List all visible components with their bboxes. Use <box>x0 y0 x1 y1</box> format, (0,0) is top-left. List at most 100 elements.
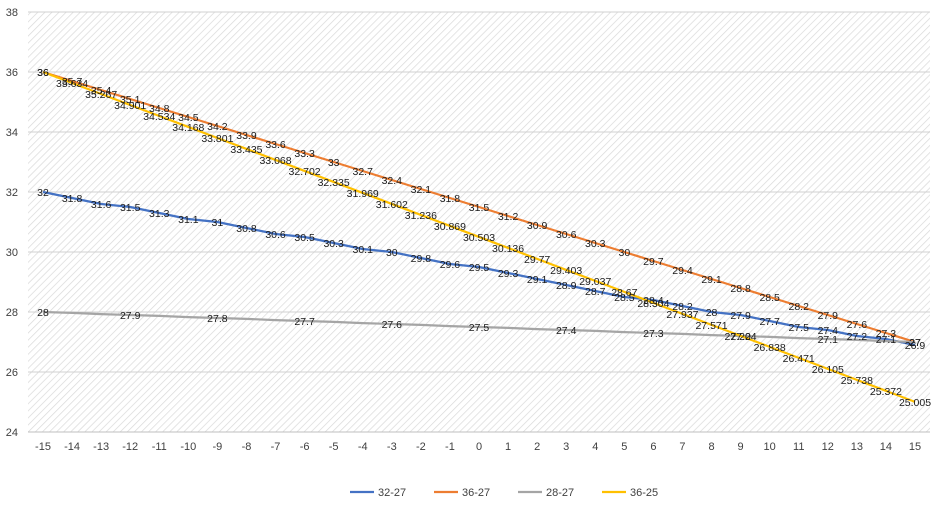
data-label: 28.9 <box>556 280 577 292</box>
x-tick-label: -3 <box>387 441 397 453</box>
x-tick-label: 15 <box>909 441 921 453</box>
data-label: 30 <box>386 247 398 259</box>
series-line-32-27 <box>42 190 916 347</box>
data-label: 35.4 <box>91 85 112 97</box>
data-label: 27.6 <box>847 319 868 331</box>
data-label: 35.267 <box>85 89 117 101</box>
data-label: 32.1 <box>411 184 432 196</box>
data-label: 30.3 <box>323 238 344 250</box>
data-label: 31.602 <box>376 199 408 211</box>
data-label: 32.335 <box>318 177 350 189</box>
data-label: 30 <box>618 247 630 259</box>
x-tick-label: 11 <box>793 441 804 453</box>
x-tick-label: -1 <box>445 441 455 453</box>
data-label: 35.634 <box>56 78 88 90</box>
data-label: 31.236 <box>405 210 437 222</box>
series-lines <box>42 70 916 403</box>
x-tick-label: 1 <box>505 441 511 453</box>
data-label: 29.1 <box>527 274 548 286</box>
data-label: 30.869 <box>434 221 466 233</box>
data-label: 29.6 <box>440 259 461 271</box>
data-label: 27.9 <box>818 310 839 322</box>
data-label: 34.5 <box>178 112 199 124</box>
x-tick-label: -12 <box>122 441 138 453</box>
series-line-28-27 <box>42 310 916 344</box>
data-label: 29.3 <box>498 268 519 280</box>
data-label: 26.471 <box>783 353 815 365</box>
plot-area-background <box>28 12 930 432</box>
data-label: 29.403 <box>550 265 582 277</box>
x-tick-label: 10 <box>764 441 776 453</box>
data-label: 29.1 <box>701 274 722 286</box>
data-label: 27.2 <box>730 331 751 343</box>
y-tick-label: 24 <box>6 427 18 439</box>
data-label: 27.937 <box>666 309 698 321</box>
data-label: 28.2 <box>789 301 810 313</box>
x-tick-label: -5 <box>329 441 339 453</box>
legend-label: 36-27 <box>462 487 490 499</box>
legend-label: 36-25 <box>630 487 658 499</box>
x-tick-label: -2 <box>416 441 426 453</box>
legend-label: 32-27 <box>378 487 406 499</box>
data-label: 31 <box>212 217 224 229</box>
data-label: 25.738 <box>841 375 873 387</box>
data-label: 31.5 <box>469 202 490 214</box>
data-label: 33.9 <box>236 130 257 142</box>
data-label: 29.8 <box>411 253 432 265</box>
x-axis: -15 -14 -13 -12 -11 -10 -9 -8 -7 -6 -5 -4 -3 -2 -1 0 1 2 3… <box>28 431 930 453</box>
x-tick-label: 0 <box>476 441 482 453</box>
data-label: 28.67 <box>611 287 637 299</box>
data-label: 29.77 <box>524 254 550 266</box>
data-label: 27.2 <box>847 331 868 343</box>
data-label: 33.435 <box>230 144 262 156</box>
data-label: 27.204 <box>725 331 757 343</box>
x-tick-label: 8 <box>708 441 714 453</box>
data-label: 27.6 <box>382 319 403 331</box>
series-line-36-25 <box>42 70 916 403</box>
data-label: 28.5 <box>614 292 635 304</box>
data-label: 31.969 <box>347 188 379 200</box>
data-label: 30.3 <box>585 238 606 250</box>
data-label: 29.5 <box>469 262 490 274</box>
y-tick-label: 28 <box>6 307 18 319</box>
data-label: 33.6 <box>265 139 286 151</box>
data-label: 32.7 <box>353 166 374 178</box>
data-label: 27.3 <box>643 328 664 340</box>
data-label: 30.6 <box>556 229 577 241</box>
data-label: 26.105 <box>812 364 844 376</box>
data-label: 27.5 <box>469 322 490 334</box>
x-tick-label: -14 <box>64 441 80 453</box>
data-label: 27.3 <box>876 328 897 340</box>
x-tick-label: 12 <box>822 441 834 453</box>
x-tick-label: -10 <box>180 441 196 453</box>
data-label: 30.5 <box>294 232 315 244</box>
data-label: 32.4 <box>382 175 403 187</box>
x-tick-label: 6 <box>650 441 656 453</box>
data-label: 25.005 <box>899 397 931 409</box>
data-label: 27.4 <box>556 325 577 337</box>
data-label: 28 <box>706 307 718 319</box>
data-label: 31.1 <box>178 214 199 226</box>
data-label: 30.9 <box>527 220 548 232</box>
x-tick-label: -11 <box>152 441 167 453</box>
x-tick-label: -8 <box>242 441 252 453</box>
data-label: 27.1 <box>876 334 897 346</box>
data-label: 31.2 <box>498 211 519 223</box>
data-label: 36 <box>37 67 49 79</box>
data-label: 31.5 <box>120 202 141 214</box>
data-label: 31.8 <box>62 193 83 205</box>
data-label: 25.372 <box>870 386 902 398</box>
data-label: 34.534 <box>143 111 175 123</box>
data-label: 34.2 <box>207 121 228 133</box>
data-label: 35.7 <box>62 76 83 88</box>
data-label: 30.136 <box>492 243 524 255</box>
y-tick-label: 30 <box>6 247 18 259</box>
data-label: 29.4 <box>672 265 693 277</box>
data-label: 26.9 <box>905 340 926 352</box>
data-label: 31.3 <box>149 208 170 220</box>
data-labels: 32 31.8 31.6 31.5 31.3 31.1 31 30.8 30.6 30.5 30.3… <box>37 67 931 409</box>
data-label: 30.6 <box>265 229 286 241</box>
x-tick-label: -13 <box>93 441 109 453</box>
data-label: 29.037 <box>579 276 611 288</box>
